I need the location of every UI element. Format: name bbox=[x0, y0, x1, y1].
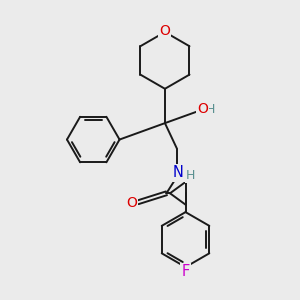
Text: H: H bbox=[186, 169, 195, 182]
Text: O: O bbox=[197, 102, 208, 116]
Text: F: F bbox=[182, 264, 190, 279]
Text: H: H bbox=[206, 103, 215, 116]
Text: N: N bbox=[172, 166, 184, 181]
Text: O: O bbox=[160, 24, 170, 38]
Text: O: O bbox=[126, 196, 137, 210]
